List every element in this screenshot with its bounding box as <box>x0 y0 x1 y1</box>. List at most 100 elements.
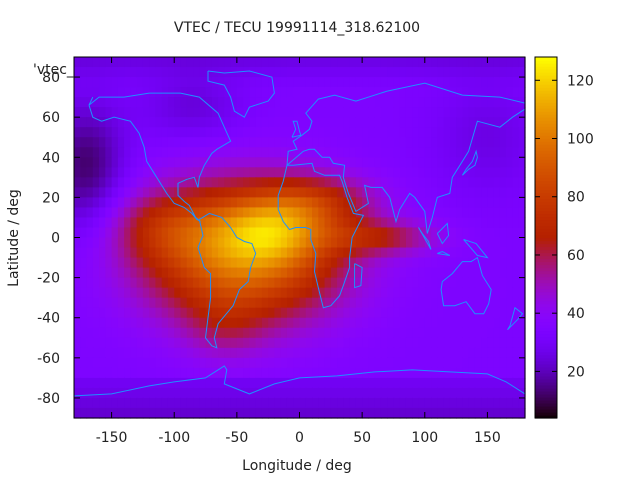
heatmap-cell <box>424 347 432 359</box>
heatmap-cell <box>149 317 157 329</box>
heatmap-cell <box>487 137 495 148</box>
heatmap-cell <box>205 57 213 68</box>
heatmap-cell <box>330 367 338 379</box>
heatmap-cell <box>424 327 432 339</box>
heatmap-cell <box>236 207 244 219</box>
heatmap-cell <box>155 257 163 269</box>
heatmap-cell <box>318 177 326 188</box>
heatmap-cell <box>142 117 150 128</box>
coastline <box>88 92 232 222</box>
heatmap-cell <box>412 387 420 399</box>
heatmap-cell <box>186 217 194 229</box>
heatmap-cell <box>493 147 501 158</box>
heatmap-cell <box>124 337 131 349</box>
heatmap-cell <box>424 247 432 259</box>
heatmap-cell <box>324 217 332 229</box>
heatmap-cell <box>136 217 144 229</box>
heatmap-cell <box>105 257 113 269</box>
heatmap-cell <box>468 127 476 138</box>
heatmap-cell <box>512 287 520 299</box>
heatmap-cell <box>236 237 244 249</box>
heatmap-cell <box>180 357 188 369</box>
heatmap-cell <box>499 407 507 419</box>
heatmap-cell <box>193 147 200 158</box>
heatmap-cell <box>349 127 357 138</box>
heatmap-cell <box>124 267 131 279</box>
heatmap-cell <box>261 347 269 359</box>
heatmap-cell <box>99 277 106 289</box>
heatmap-cell <box>74 157 81 168</box>
heatmap-cell <box>286 287 294 299</box>
heatmap-cell <box>180 157 188 168</box>
heatmap-cell <box>443 137 451 148</box>
heatmap-cell <box>111 227 119 239</box>
heatmap-cell <box>199 67 207 78</box>
heatmap-cell <box>305 337 313 349</box>
heatmap-cell <box>130 407 138 419</box>
heatmap-cell <box>393 397 401 409</box>
heatmap-cell <box>518 127 526 138</box>
heatmap-cell <box>412 327 420 339</box>
heatmap-cell <box>205 87 213 98</box>
heatmap-cell <box>261 237 269 249</box>
heatmap-cell <box>399 107 407 118</box>
heatmap-cell <box>318 217 326 229</box>
heatmap-cell <box>312 67 319 78</box>
heatmap-cell <box>330 197 338 209</box>
heatmap-cell <box>149 137 157 148</box>
y-tick-label: -20 <box>37 271 60 287</box>
heatmap-cell <box>330 247 338 259</box>
heatmap-cell <box>405 57 413 68</box>
heatmap-cell <box>437 327 445 339</box>
heatmap-cell <box>224 297 232 309</box>
heatmap-cell <box>330 257 338 269</box>
heatmap-cell <box>299 397 307 409</box>
heatmap-cell <box>180 107 188 118</box>
heatmap-cell <box>437 227 445 239</box>
heatmap-cell <box>174 387 182 399</box>
heatmap-cell <box>355 177 363 188</box>
heatmap-cell <box>130 137 138 148</box>
heatmap-cell <box>443 107 451 118</box>
heatmap-cell <box>418 157 426 168</box>
heatmap-cell <box>312 337 319 349</box>
heatmap-cell <box>280 247 288 259</box>
heatmap-cell <box>142 127 150 138</box>
heatmap-cell <box>456 357 463 369</box>
colorbar-segment <box>535 291 557 296</box>
heatmap-cell <box>186 57 194 68</box>
heatmap-cell <box>330 317 338 329</box>
heatmap-cell <box>92 137 100 148</box>
heatmap-cell <box>293 327 301 339</box>
heatmap-cell <box>117 407 125 419</box>
heatmap-cell <box>431 337 438 349</box>
heatmap-cell <box>155 207 163 219</box>
heatmap-cell <box>142 247 150 259</box>
heatmap-cell <box>286 367 294 379</box>
heatmap-cell <box>86 367 94 379</box>
heatmap-cell <box>149 237 157 249</box>
heatmap-cell <box>218 147 225 158</box>
heatmap-cell <box>249 147 257 158</box>
heatmap-cell <box>418 307 426 319</box>
heatmap-cell <box>405 97 413 108</box>
heatmap-cell <box>117 287 125 299</box>
heatmap-cell <box>318 327 326 339</box>
colorbar-segment <box>535 72 557 76</box>
heatmap-cell <box>236 107 244 118</box>
heatmap-cell <box>92 327 100 339</box>
colorbar-segment <box>535 396 557 401</box>
heatmap-cell <box>124 157 131 168</box>
heatmap-cell <box>431 357 438 369</box>
heatmap-cell <box>117 377 125 389</box>
heatmap-cell <box>218 397 225 409</box>
heatmap-cell <box>155 287 163 299</box>
heatmap-cell <box>255 107 263 118</box>
heatmap-cell <box>399 267 407 279</box>
heatmap-cell <box>293 227 301 239</box>
heatmap-cell <box>130 287 138 299</box>
heatmap-cell <box>280 107 288 118</box>
heatmap-cell <box>274 117 282 128</box>
heatmap-cell <box>368 87 376 98</box>
heatmap-cell <box>130 337 138 349</box>
